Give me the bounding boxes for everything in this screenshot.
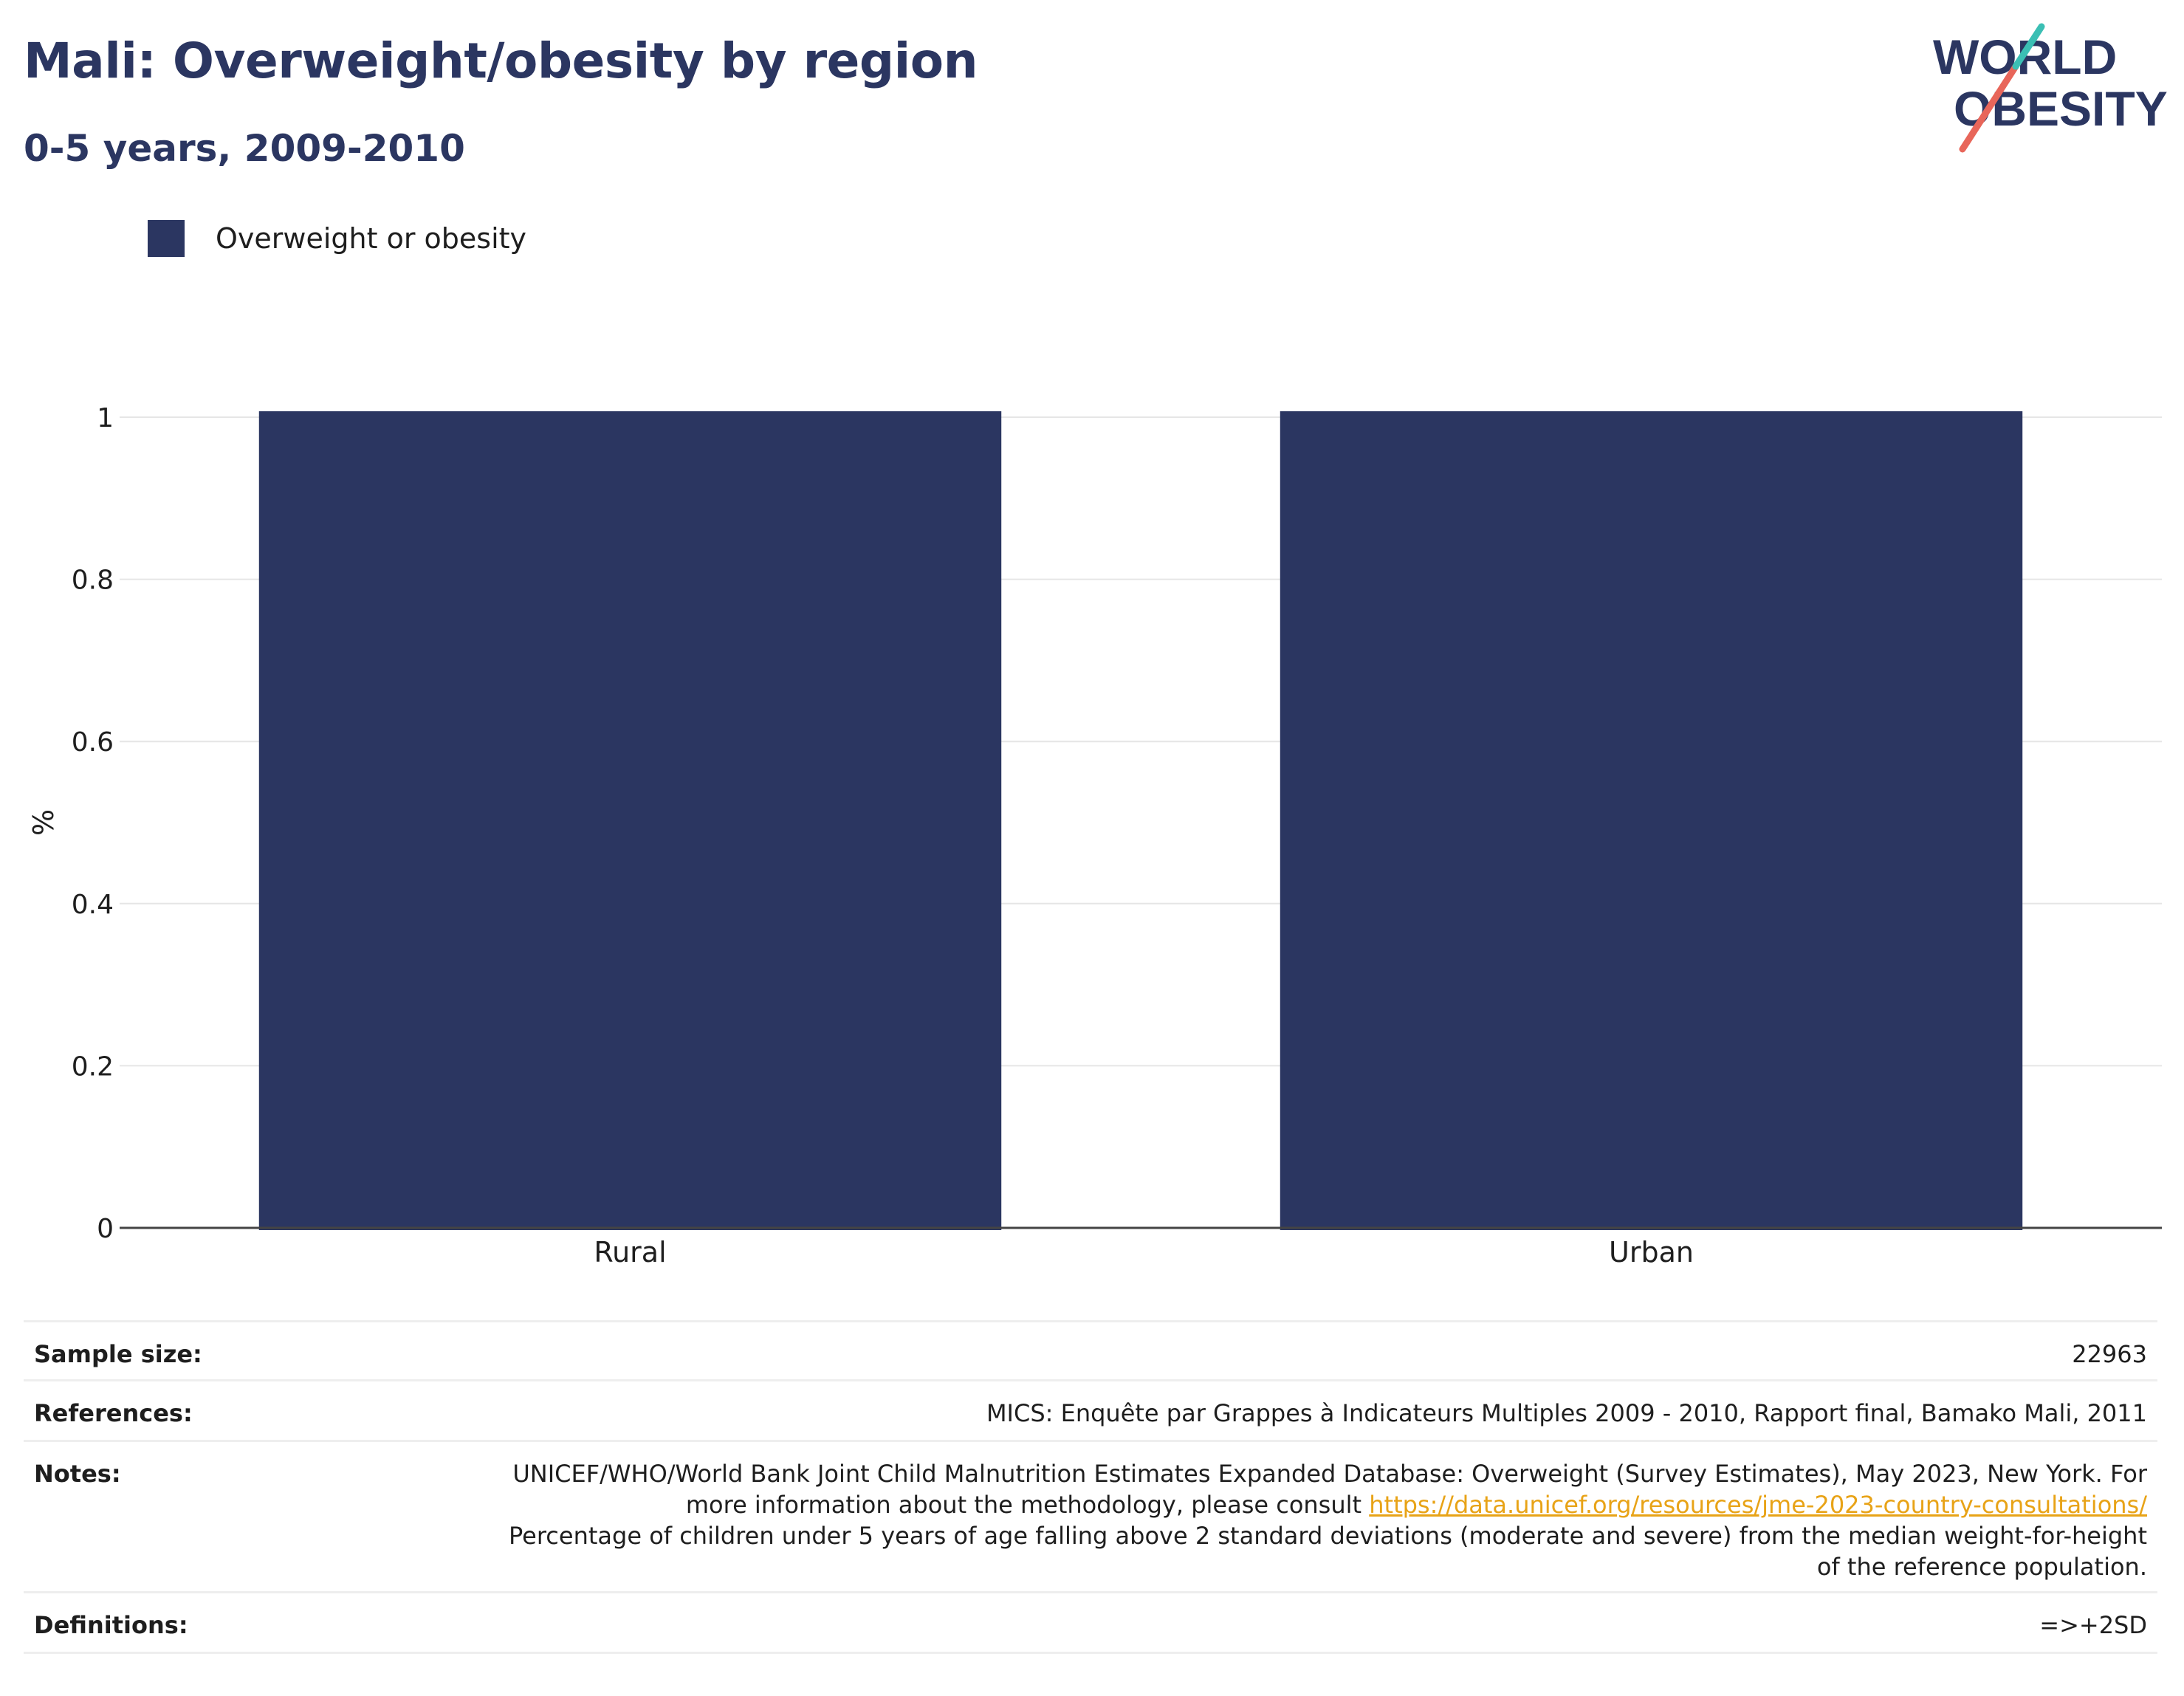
sample-size-label: Sample size:: [34, 1340, 202, 1368]
references-label: References:: [34, 1399, 193, 1427]
bar-chart: 0 0.2 0.4 0.6 0.8 1 Rural Urban%: [27, 403, 2162, 1268]
references-row: References: MICS: Enquête par Grappes à …: [24, 1379, 2157, 1440]
notes-value: UNICEF/WHO/World Bank Joint Child Malnut…: [486, 1458, 2147, 1582]
y-tick-label: 1: [97, 403, 114, 433]
legend-swatch: [148, 220, 185, 257]
chart-subtitle: 0-5 years, 2009-2010: [24, 127, 465, 170]
notes-definition-text: Percentage of children under 5 years of …: [509, 1522, 2147, 1581]
sample-size-value: 22963: [2072, 1340, 2147, 1368]
legend[interactable]: Overweight or obesity: [148, 220, 526, 257]
x-tick-label: Rural: [594, 1236, 666, 1268]
notes-label: Notes:: [34, 1460, 121, 1488]
info-table: Sample size: 22963 References: MICS: Enq…: [24, 1320, 2157, 1654]
y-tick-label: 0.4: [72, 890, 114, 920]
bar-urban: [1280, 411, 2023, 1230]
definitions-label: Definitions:: [34, 1611, 188, 1639]
legend-label: Overweight or obesity: [216, 222, 527, 255]
sample-size-row: Sample size: 22963: [24, 1320, 2157, 1379]
y-tick-label: 0.2: [72, 1051, 114, 1082]
logo-red-slash: [1959, 63, 2019, 153]
y-tick-label: 0: [97, 1214, 114, 1244]
y-tick-label: 0.6: [72, 727, 114, 758]
bar-rural: [258, 411, 1002, 1230]
y-axis-label: %: [27, 809, 60, 836]
y-tick-label: 0.8: [72, 566, 114, 596]
x-tick-label: Urban: [1609, 1236, 1694, 1268]
definitions-value: =>+2SD: [2039, 1611, 2147, 1639]
notes-link[interactable]: https://data.unicef.org/resources/jme-20…: [1369, 1491, 2147, 1519]
notes-row: Notes: UNICEF/WHO/World Bank Joint Child…: [24, 1440, 2157, 1591]
definitions-row: Definitions: =>+2SD: [24, 1591, 2157, 1654]
chart-title: Mali: Overweight/obesity by region: [24, 32, 978, 89]
world-obesity-logo: WORLD OBESITY: [1933, 23, 2168, 153]
references-value: MICS: Enquête par Grappes à Indicateurs …: [986, 1399, 2147, 1427]
notes-text: UNICEF/WHO/World Bank Joint Child Malnut…: [512, 1460, 2147, 1519]
logo-teal-slash: [2012, 23, 2045, 70]
